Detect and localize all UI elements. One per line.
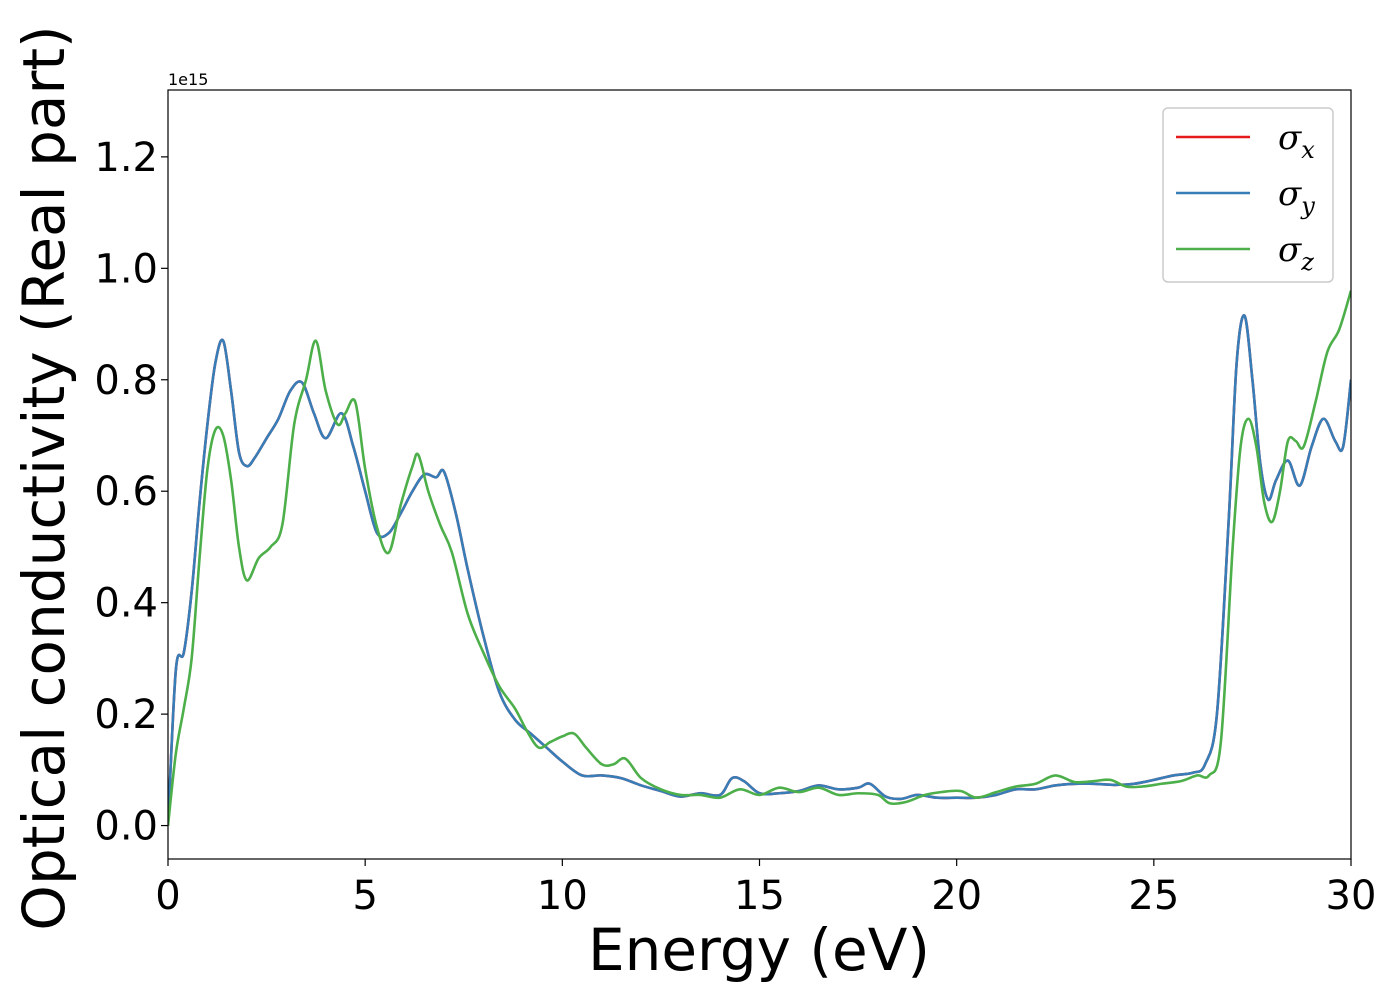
legend-label: σy bbox=[1278, 174, 1315, 220]
legend-box bbox=[1162, 107, 1334, 283]
y-tick-label: 0.0 bbox=[94, 804, 158, 850]
x-tick-label: 30 bbox=[1326, 873, 1377, 919]
series-line-σy bbox=[168, 314, 1351, 826]
legend: σx σy σz bbox=[1162, 107, 1334, 283]
x-tick-label: 15 bbox=[734, 873, 785, 919]
legend-label: σz bbox=[1278, 230, 1314, 276]
x-axis-title: Energy (eV) bbox=[588, 916, 930, 984]
x-tick-label: 20 bbox=[931, 873, 982, 919]
y-axis-ticks: 0.0 0.2 0.4 0.6 0.8 1.0 1.2 bbox=[94, 135, 168, 850]
series-layer bbox=[168, 290, 1351, 826]
x-tick-label: 25 bbox=[1128, 873, 1179, 919]
series-line-σx bbox=[168, 314, 1351, 826]
series-line-σz bbox=[168, 290, 1351, 826]
y-offset-text: 1e15 bbox=[168, 70, 208, 89]
y-tick-label: 0.2 bbox=[94, 692, 158, 738]
legend-label: σx bbox=[1278, 118, 1315, 164]
y-tick-label: 1.0 bbox=[94, 246, 158, 292]
x-tick-label: 0 bbox=[155, 873, 180, 919]
y-axis-title: Optical conductivity (Real part) bbox=[10, 25, 78, 930]
y-tick-label: 0.4 bbox=[94, 581, 158, 627]
x-tick-label: 5 bbox=[352, 873, 377, 919]
y-tick-label: 0.8 bbox=[94, 358, 158, 404]
y-tick-label: 1.2 bbox=[94, 135, 158, 181]
x-axis-ticks: 0 5 10 15 20 25 30 bbox=[155, 859, 1376, 919]
x-tick-label: 10 bbox=[537, 873, 588, 919]
y-tick-label: 0.6 bbox=[94, 469, 158, 515]
